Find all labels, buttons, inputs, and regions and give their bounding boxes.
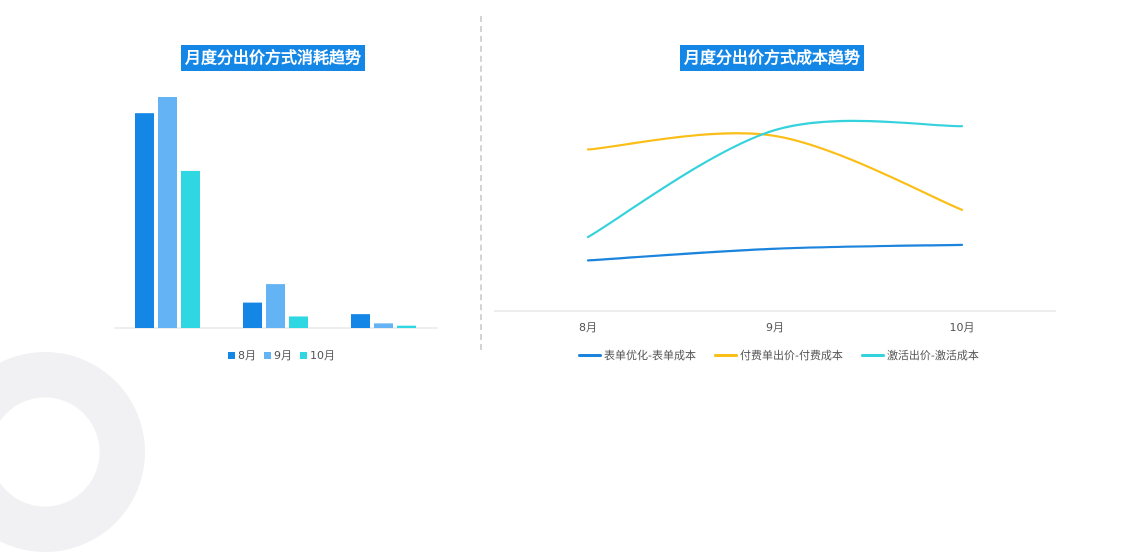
legend-item-sep[interactable]: 9月 (264, 347, 292, 363)
bar-1-0[interactable] (158, 97, 177, 328)
right-chart-title: 月度分出价方式成本趋势 (680, 45, 865, 71)
legend-item-oct[interactable]: 10月 (300, 347, 335, 363)
bar-1-2[interactable] (374, 323, 393, 328)
left-chart-title: 月度分出价方式消耗趋势 (181, 45, 366, 71)
legend-item-form-cost[interactable]: 表单优化-表单成本 (578, 347, 696, 363)
legend-label: 激活出价-激活成本 (886, 349, 979, 362)
legend-label: 9月 (274, 349, 292, 362)
legend-item-paid-cost[interactable]: 付费单出价-付费成本 (713, 347, 843, 363)
legend-label: 10月 (310, 349, 335, 362)
legend-swatch (578, 353, 602, 357)
series-line-0[interactable] (586, 243, 964, 262)
legend-label: 表单优化-表单成本 (604, 349, 696, 362)
bar-2-1[interactable] (289, 316, 308, 328)
legend-swatch (228, 351, 235, 359)
bar-2-2[interactable] (397, 325, 416, 328)
legend-label: 8月 (238, 349, 256, 362)
series-line-2[interactable] (586, 119, 964, 239)
legend-label: 付费单出价-付费成本 (739, 349, 843, 362)
bar-1-1[interactable] (266, 284, 285, 328)
series-line-1[interactable] (586, 132, 964, 211)
x-tick-label: 9月 (766, 321, 784, 334)
bar-0-1[interactable] (243, 302, 262, 328)
line-legend: 表单优化-表单成本 付费单出价-付费成本 激活出价-激活成本 (578, 347, 987, 363)
legend-swatch (713, 353, 738, 357)
x-tick-label: 8月 (579, 321, 597, 334)
legend-swatch (264, 351, 271, 359)
bar-0-0[interactable] (135, 113, 154, 328)
bar-0-2[interactable] (351, 314, 370, 328)
legend-swatch (860, 353, 885, 357)
legend-swatch (300, 351, 307, 359)
charts-canvas: 8月 9月 10月 (114, 97, 1056, 334)
x-tick-label: 10月 (950, 321, 975, 334)
dashed-divider (480, 16, 482, 350)
legend-item-activation-cost[interactable]: 激活出价-激活成本 (860, 347, 979, 363)
bar-2-0[interactable] (181, 170, 200, 328)
bar-legend: 8月 9月 10月 (228, 347, 343, 363)
legend-item-aug[interactable]: 8月 (228, 347, 256, 363)
